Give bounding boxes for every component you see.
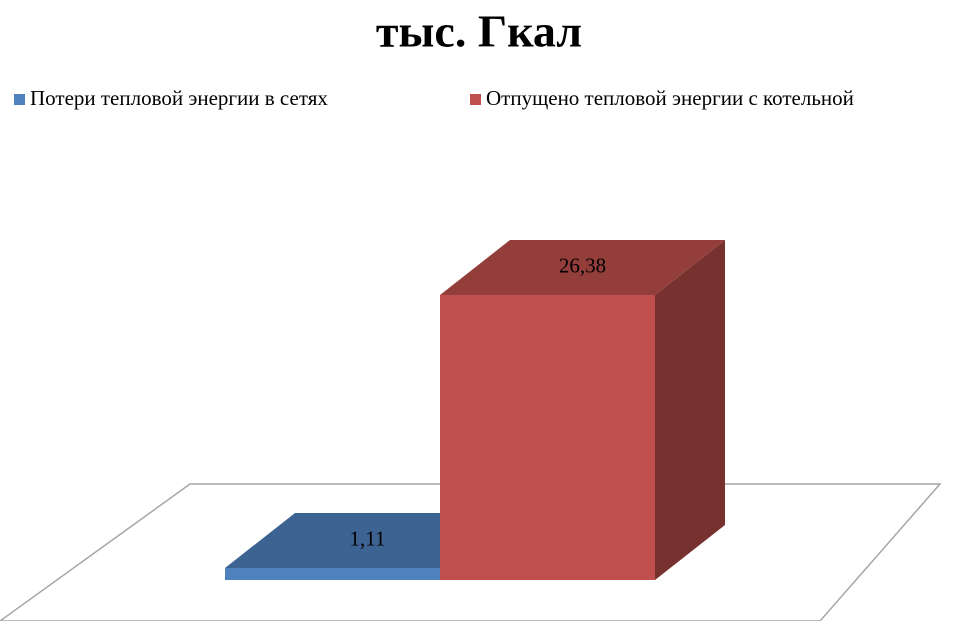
legend-swatch	[14, 94, 25, 105]
bar-top	[440, 240, 725, 295]
data-label: 1,11	[350, 526, 386, 550]
bar-top	[225, 513, 510, 569]
bar	[225, 568, 440, 580]
bar	[440, 295, 655, 580]
legend-label: Потери тепловой энергии в сетях	[30, 86, 328, 110]
legend-swatch	[470, 94, 481, 105]
chart-title: тыс. Гкал	[376, 6, 582, 57]
bar-side	[655, 240, 725, 580]
data-label: 26,38	[559, 253, 606, 277]
legend-label: Отпущено тепловой энергии с котельной	[486, 86, 854, 110]
